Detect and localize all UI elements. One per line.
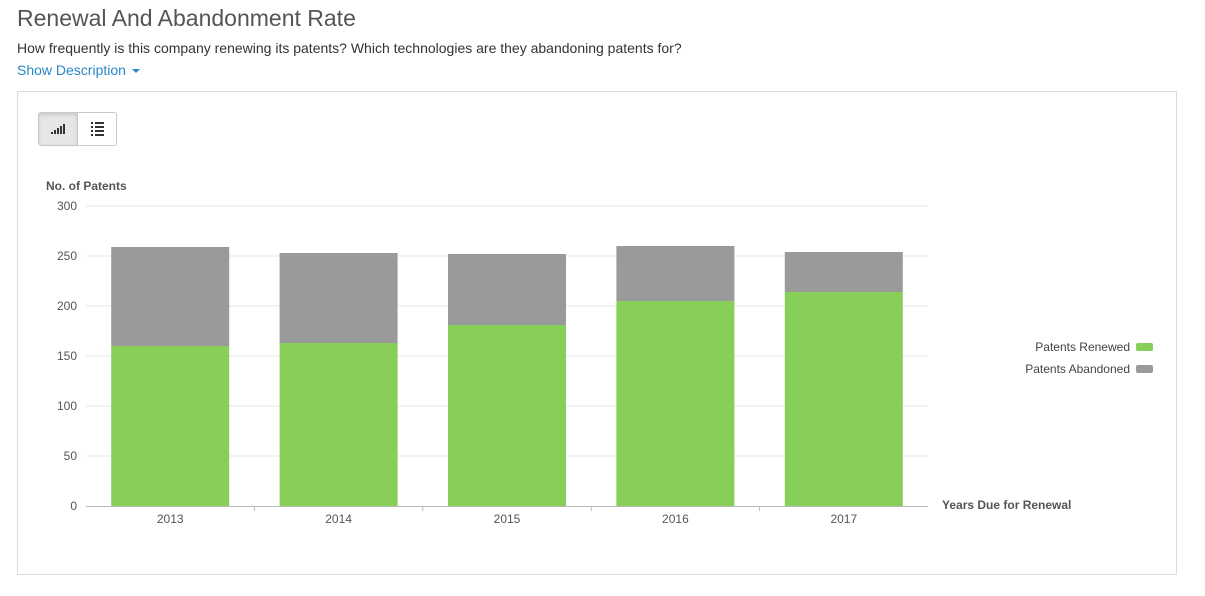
- x-tick-label: 2015: [494, 512, 521, 526]
- y-axis-title: No. of Patents: [46, 179, 127, 193]
- x-tick-label: 2016: [662, 512, 689, 526]
- legend-swatch: [1136, 343, 1153, 351]
- bar-abandoned-2016: [616, 246, 734, 301]
- bar-abandoned-2013: [111, 247, 229, 346]
- bar-renewed-2017: [785, 292, 903, 506]
- bar-renewed-2013: [111, 346, 229, 506]
- legend-label: Patents Abandoned: [1025, 362, 1130, 376]
- bar-renewed-2015: [448, 325, 566, 506]
- legend-label: Patents Renewed: [1035, 340, 1130, 354]
- bar-renewed-2014: [280, 343, 398, 506]
- bar-abandoned-2015: [448, 254, 566, 325]
- legend-item[interactable]: Patents Renewed: [1025, 336, 1153, 358]
- x-tick-label: 2017: [830, 512, 857, 526]
- legend-swatch: [1136, 365, 1153, 373]
- y-tick-label: 0: [70, 499, 77, 513]
- x-axis-title: Years Due for Renewal: [942, 498, 1071, 512]
- x-tick-label: 2013: [157, 512, 184, 526]
- y-tick-label: 100: [57, 399, 77, 413]
- y-tick-label: 300: [57, 199, 77, 213]
- y-tick-label: 50: [64, 449, 78, 463]
- y-tick-label: 200: [57, 299, 77, 313]
- y-tick-label: 250: [57, 249, 77, 263]
- x-tick-label: 2014: [325, 512, 352, 526]
- bar-renewed-2016: [616, 301, 734, 506]
- chart-legend: Patents Renewed Patents Abandoned: [1025, 336, 1153, 380]
- bar-abandoned-2017: [785, 252, 903, 292]
- y-tick-label: 150: [57, 349, 77, 363]
- legend-item[interactable]: Patents Abandoned: [1025, 358, 1153, 380]
- bar-abandoned-2014: [280, 253, 398, 343]
